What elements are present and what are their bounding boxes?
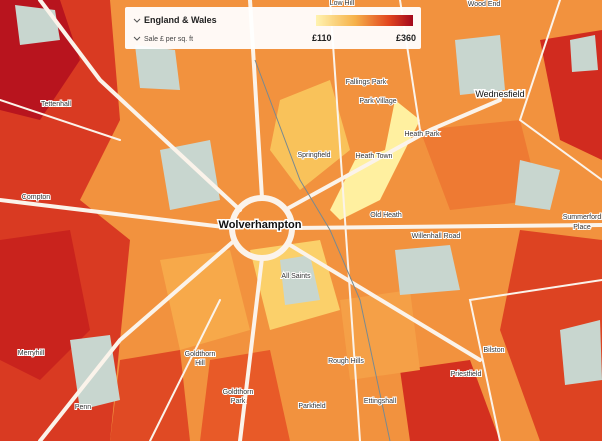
place-label: Priestfield (451, 371, 482, 378)
labels: Wolverhampton Heath Town Springfield Par… (17, 0, 602, 412)
area (110, 350, 190, 441)
chevron (133, 18, 141, 41)
place-label: Merryhill (18, 350, 45, 357)
area (420, 120, 540, 210)
place-label: Ettingshall (364, 398, 397, 405)
park (455, 35, 505, 95)
park (560, 320, 602, 385)
park (395, 245, 460, 295)
park (135, 45, 180, 90)
place-label: Bilston (483, 347, 504, 354)
place-label: Old Heath (370, 212, 402, 219)
railway (254, 59, 391, 441)
legend-gradient (316, 15, 413, 26)
park (515, 160, 560, 210)
place-label: Parkfield (298, 403, 325, 410)
place-label: Compton (22, 194, 51, 201)
legend-region: England & Wales (144, 15, 217, 25)
place-label: Springfield (297, 152, 330, 159)
place-label: Wolverhampton (219, 219, 302, 231)
place-label: Fallings Park (346, 79, 387, 86)
place-label: Goldthorn (223, 389, 254, 396)
legend: England & Wales Sale £ per sq. ft £110 £… (125, 7, 421, 49)
place-label: Park Village (359, 98, 396, 105)
place-label: Tettenhall (41, 101, 71, 108)
park (280, 255, 320, 305)
place-label: Wednesfield (475, 89, 524, 99)
place-label: Park (231, 398, 246, 405)
legend-max: £360 (396, 33, 416, 43)
place-label: Wood End (468, 1, 501, 8)
place-label: Goldthorn (185, 351, 216, 358)
legend-measure: Sale £ per sq. ft (144, 36, 193, 43)
area (270, 80, 350, 190)
park (570, 35, 598, 72)
area (400, 360, 500, 441)
place-label: Heath Park (404, 131, 440, 138)
park (160, 140, 220, 210)
park (15, 5, 60, 45)
area (0, 230, 90, 380)
place-label: Summerford (563, 214, 602, 221)
place-label: Rough Hills (328, 358, 364, 365)
place-label: Heath Town (356, 153, 393, 160)
place-label: All Saints (281, 273, 311, 280)
place-label: Place (573, 224, 591, 231)
area (160, 250, 250, 350)
road-label: Willenhall Road (412, 233, 461, 240)
place-label: Hill (195, 360, 205, 367)
legend-min: £110 (312, 33, 332, 43)
area (500, 230, 602, 441)
place-label: Penn (75, 404, 91, 411)
place-label: Low Hill (330, 0, 355, 7)
